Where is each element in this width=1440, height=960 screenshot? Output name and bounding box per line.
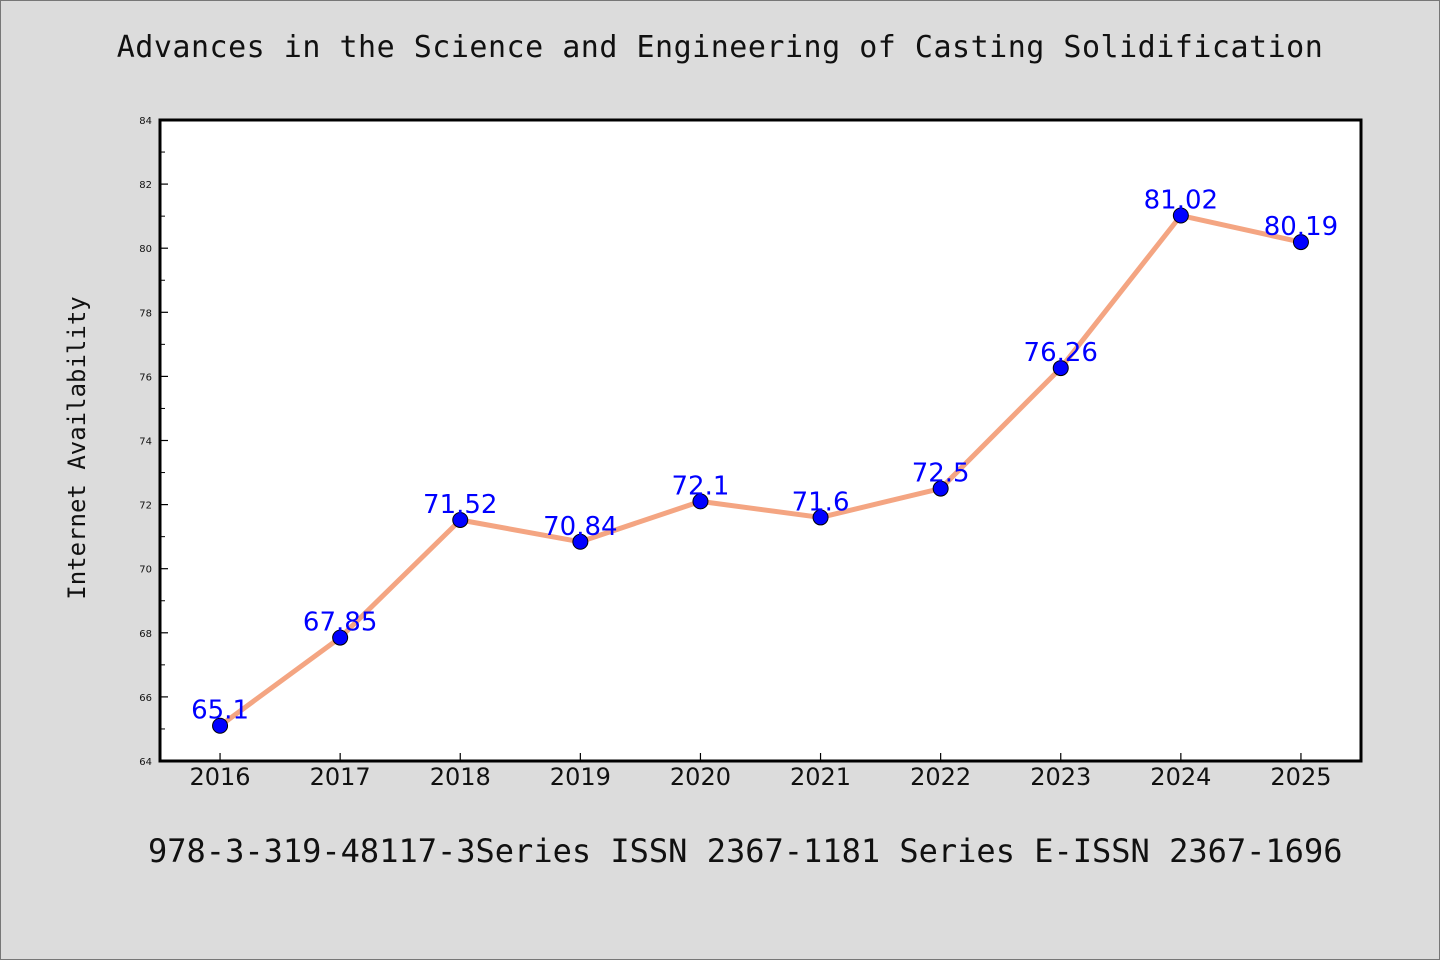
y-tick-label: 64 [139, 757, 152, 768]
series-line-group [217, 213, 1304, 729]
x-tick-label: 2023 [1030, 763, 1091, 791]
series-line [217, 213, 1304, 729]
data-point [1292, 234, 1309, 251]
plot-area [158, 118, 1363, 763]
y-tick-label: 76 [139, 372, 152, 383]
y-axis-label: Internet Availability [63, 296, 91, 599]
data-point [932, 480, 949, 497]
x-axis: 2016 2017 2018 2019 2020 2021 2022 2023 2024 2025 [190, 753, 1331, 791]
data-label: 71.6 [792, 487, 850, 517]
y-tick-label: 72 [139, 501, 152, 512]
data-point [692, 493, 709, 510]
data-point [1172, 207, 1189, 224]
data-label: 70.84 [543, 512, 617, 542]
data-point [452, 511, 469, 528]
chart-title: Advances in the Science and Engineering … [116, 30, 1324, 65]
data-point [1052, 360, 1069, 377]
x-tick-label: 2019 [550, 763, 611, 791]
x-tick-label: 2017 [310, 763, 371, 791]
data-point [572, 533, 589, 550]
y-tick-label: 78 [139, 308, 152, 319]
data-label: 76.26 [1024, 338, 1098, 368]
y-tick-label: 66 [139, 693, 152, 704]
y-tick-label: 80 [139, 244, 152, 255]
data-label: 71.52 [423, 490, 497, 520]
x-tick-label: 2024 [1150, 763, 1211, 791]
data-point [212, 717, 229, 734]
x-tick-label: 2021 [790, 763, 851, 791]
data-label: 67.85 [303, 608, 377, 638]
data-label: 72.1 [672, 471, 730, 501]
x-tick-label: 2020 [670, 763, 731, 791]
x-tick-label: 2018 [430, 763, 491, 791]
x-tick-label: 2016 [190, 763, 251, 791]
markers-group [212, 207, 1309, 734]
y-tick-label: 68 [139, 629, 152, 640]
data-label: 65.1 [191, 696, 249, 726]
x-tick-label: 2025 [1270, 763, 1331, 791]
y-axis: 64 66 68 70 72 74 76 78 80 82 84 [139, 116, 168, 768]
y-tick-label: 70 [139, 565, 152, 576]
footer-text: 978-3-319-48117-3Series ISSN 2367-1181 S… [148, 832, 1343, 870]
data-label: 80.19 [1264, 212, 1338, 242]
data-point [812, 509, 829, 526]
y-tick-label: 82 [139, 180, 152, 191]
data-point [332, 629, 349, 646]
data-label: 72.5 [912, 459, 970, 489]
x-tick-label: 2022 [910, 763, 971, 791]
y-tick-label: 84 [139, 116, 152, 127]
y-tick-label: 74 [139, 437, 152, 448]
data-label: 81.02 [1144, 186, 1218, 216]
data-labels-group: 65.1 67.85 71.52 70.84 72.1 71.6 72.5 76.26 81.0… [191, 186, 1338, 726]
